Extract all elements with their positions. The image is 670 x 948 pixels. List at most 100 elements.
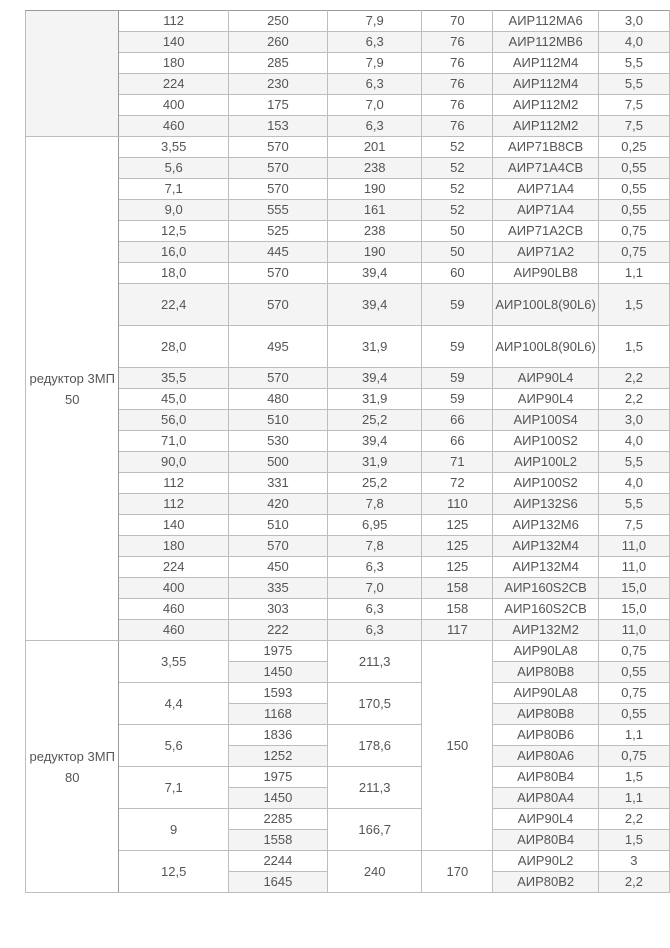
mass-cell: 76	[421, 73, 494, 95]
torque-cell: 166,7	[326, 808, 423, 851]
speed-cell: 1450	[227, 661, 328, 683]
motor-cell: АИР132М4	[492, 556, 599, 578]
ratio-cell: 224	[118, 556, 229, 578]
power-cell: 5,5	[597, 493, 670, 515]
speed-cell: 1975	[227, 766, 328, 788]
motor-cell: АИР100S4	[492, 409, 599, 431]
torque-cell: 6,3	[326, 73, 423, 95]
power-cell: 1,5	[597, 325, 670, 368]
motor-cell: АИР100L2	[492, 451, 599, 473]
power-cell: 11,0	[597, 535, 670, 557]
speed-cell: 2285	[227, 808, 328, 830]
power-cell: 0,75	[597, 745, 670, 767]
torque-cell: 211,3	[326, 766, 423, 809]
table-row: 224 450 6,3 125 АИР132М4 11,0	[26, 556, 670, 578]
power-cell: 3,0	[597, 409, 670, 431]
motor-cell: АИР160S2СВ	[492, 577, 599, 599]
torque-cell: 6,3	[326, 31, 423, 53]
motor-cell: АИР71В8СВ	[492, 136, 599, 158]
mass-cell: 59	[421, 388, 494, 410]
ratio-cell: 90,0	[118, 451, 229, 473]
mass-cell: 52	[421, 157, 494, 179]
motor-cell: АИР112М4	[492, 52, 599, 74]
motor-cell: АИР80В4	[492, 766, 599, 788]
speed-cell: 2244	[227, 850, 328, 872]
mass-cell: 52	[421, 178, 494, 200]
table-row: 1558 АИР80В4 1,5	[26, 829, 670, 851]
ratio-cell: 22,4	[118, 283, 229, 326]
ratio-cell: 16,0	[118, 241, 229, 263]
motor-cell: АИР71А4	[492, 199, 599, 221]
power-cell: 2,2	[597, 808, 670, 830]
motor-cell: АИР80В2	[492, 871, 599, 893]
motor-cell: АИР100L8(90L6)	[492, 283, 599, 326]
table-row: 4,4 1593 170,5 АИР90LА8 0,75	[26, 682, 670, 725]
table-row: 90,0 500 31,9 71 АИР100L2 5,5	[26, 451, 670, 473]
speed-cell: 1558	[227, 829, 328, 851]
motor-cell: АИР132S6	[492, 493, 599, 515]
power-cell: 5,5	[597, 52, 670, 74]
power-cell: 11,0	[597, 619, 670, 641]
table-row: 45,0 480 31,9 59 АИР90L4 2,2	[26, 388, 670, 410]
motor-cell: АИР132М6	[492, 514, 599, 536]
speed-cell: 420	[227, 493, 328, 515]
table-row: 7,1 1975 211,3 АИР80В4 1,5	[26, 766, 670, 809]
mass-cell: 50	[421, 220, 494, 242]
power-cell: 0,25	[597, 136, 670, 158]
table-row: 71,0 530 39,4 66 АИР100S2 4,0	[26, 430, 670, 452]
table-row: 460 153 6,3 76 АИР112М2 7,5	[26, 115, 670, 137]
table-row: 9,0 555 161 52 АИР71А4 0,55	[26, 199, 670, 221]
mass-cell: 52	[421, 199, 494, 221]
speed-cell: 1252	[227, 745, 328, 767]
torque-cell: 238	[326, 220, 423, 242]
ratio-cell: 7,1	[118, 178, 229, 200]
mass-cell: 170	[421, 850, 494, 893]
speed-cell: 570	[227, 283, 328, 326]
mass-cell: 70	[421, 10, 494, 32]
speed-cell: 230	[227, 73, 328, 95]
speed-cell: 1450	[227, 787, 328, 809]
power-cell: 11,0	[597, 556, 670, 578]
torque-cell: 190	[326, 241, 423, 263]
mass-cell: 125	[421, 556, 494, 578]
table-row: 180 570 7,8 125 АИР132М4 11,0	[26, 535, 670, 557]
ratio-cell: 5,6	[118, 724, 229, 767]
motor-cell: АИР80В8	[492, 661, 599, 683]
mass-cell: 66	[421, 430, 494, 452]
speed-cell: 530	[227, 430, 328, 452]
motor-cell: АИР132М4	[492, 535, 599, 557]
torque-cell: 240	[326, 850, 423, 893]
ratio-cell: 18,0	[118, 262, 229, 284]
ratio-cell: 3,55	[118, 136, 229, 158]
power-cell: 7,5	[597, 115, 670, 137]
torque-cell: 39,4	[326, 430, 423, 452]
torque-cell: 6,3	[326, 619, 423, 641]
table-row: редуктор 3МП 80 3,55 1975 211,3 150 АИР90LА8 0…	[24, 640, 670, 893]
motor-cell: АИР100S2	[492, 430, 599, 452]
gearbox-motor-table: 112 250 7,9 70 АИР112МА6 3,0 140 260 6,3 76 АИР112…	[24, 10, 670, 893]
table-row: 1645 АИР80В2 2,2	[26, 871, 670, 893]
motor-cell: АИР90LВ8	[492, 262, 599, 284]
motor-cell: АИР160S2СВ	[492, 598, 599, 620]
motor-cell: АИР71А2СВ	[492, 220, 599, 242]
speed-cell: 495	[227, 325, 328, 368]
ratio-cell: 5,6	[118, 157, 229, 179]
ratio-cell: 400	[118, 94, 229, 116]
motor-cell: АИР112МВ6	[492, 31, 599, 53]
table-row: 5,6 570 238 52 АИР71А4СВ 0,55	[26, 157, 670, 179]
ratio-cell: 460	[118, 598, 229, 620]
torque-cell: 39,4	[326, 367, 423, 389]
power-cell: 1,5	[597, 829, 670, 851]
motor-cell: АИР71А4	[492, 178, 599, 200]
table-row: 18,0 570 39,4 60 АИР90LВ8 1,1	[26, 262, 670, 284]
power-cell: 0,55	[597, 661, 670, 683]
ratio-cell: 400	[118, 577, 229, 599]
power-cell: 0,55	[597, 199, 670, 221]
power-cell: 0,55	[597, 178, 670, 200]
table-row: 12,5 2244 240 170 АИР90L2 3	[26, 850, 670, 893]
torque-cell: 211,3	[326, 640, 423, 683]
mass-cell: 150	[421, 640, 494, 851]
motor-cell: АИР132М2	[492, 619, 599, 641]
table-row: 112 250 7,9 70 АИР112МА6 3,0	[24, 10, 670, 137]
motor-cell: АИР112МА6	[492, 10, 599, 32]
